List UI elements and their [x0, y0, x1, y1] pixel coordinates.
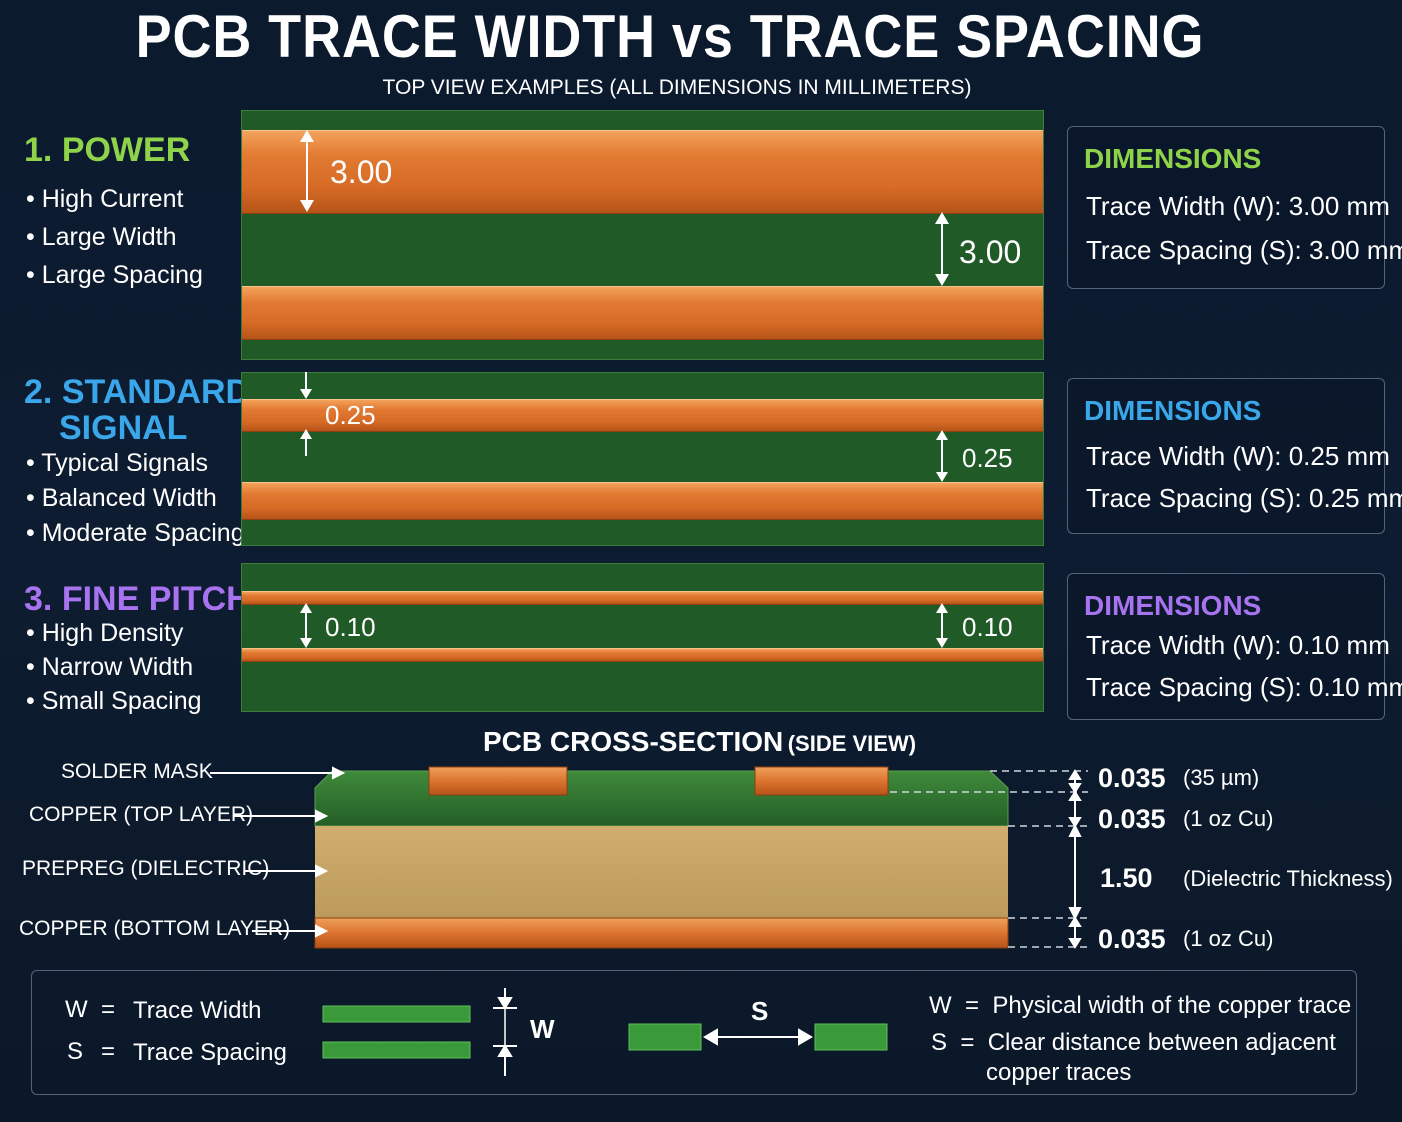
fine-trace-top	[242, 591, 1043, 605]
trace-spacing-row: Trace Spacing (S): 0.25 mm	[1086, 483, 1402, 513]
section-signal-name: STANDARD	[61, 373, 251, 411]
signal-trace-top	[242, 399, 1043, 432]
bullet-item: High Density	[26, 616, 202, 650]
label-solder-mask: SOLDER MASK	[61, 760, 213, 783]
bullet-item: Large Spacing	[26, 256, 203, 294]
legend-s-text: Trace Spacing	[133, 1039, 287, 1066]
section-signal-title: 2. STANDARD SIGNAL	[24, 374, 250, 446]
trace-spacing-row: Trace Spacing (S): 3.00 mm	[1086, 235, 1402, 265]
fine-board	[241, 563, 1044, 712]
section-power-name: POWER	[61, 131, 191, 169]
trace-width-row: Trace Width (W): 0.10 mm	[1086, 630, 1390, 660]
legend-s-def-text: Clear distance between adjacent	[987, 1029, 1336, 1056]
cross-section-title: PCB CROSS-SECTION (SIDE VIEW)	[483, 726, 916, 758]
bullet-item: Moderate Spacing	[26, 516, 245, 551]
trace-spacing-row: Trace Spacing (S): 0.10 mm	[1086, 672, 1402, 702]
legend-w-def-text: Physical width of the copper trace	[992, 992, 1352, 1019]
power-dimensions-box: DIMENSIONS Trace Width (W): 3.00 mm Trac…	[1067, 126, 1402, 289]
section-power-bullets: High Current Large Width Large Spacing	[26, 180, 203, 294]
legend-s-key: S	[67, 1038, 84, 1065]
signal-dimensions-box: DIMENSIONS Trace Width (W): 0.25 mm Trac…	[1067, 378, 1402, 534]
section-fine-title: 3. FINE PITCH	[24, 581, 251, 617]
bullet-item: High Current	[26, 180, 203, 218]
measure-copper-top-value: 0.035	[1098, 804, 1166, 834]
legend-diagram	[322, 988, 888, 1076]
signal-trace-bottom	[242, 482, 1043, 520]
fine-width-label: 0.10	[325, 612, 376, 642]
section-fine-number: 3.	[24, 580, 53, 618]
bullet-item: Typical Signals	[26, 446, 245, 481]
bullet-item: Balanced Width	[26, 481, 245, 516]
measure-solder-mask-note: (35 µm)	[1183, 765, 1260, 790]
legend-s-def-key: S	[931, 1029, 948, 1056]
fine-dimensions-box: DIMENSIONS Trace Width (W): 0.10 mm Trac…	[1067, 573, 1402, 720]
legend-s-symbol: S	[751, 996, 769, 1026]
legend-box	[31, 970, 1357, 1095]
dimensions-header: DIMENSIONS	[1084, 143, 1262, 174]
signal-spacing-arrow-icon	[936, 430, 948, 482]
cross-section-heading-suffix: (SIDE VIEW)	[787, 731, 917, 756]
power-spacing-arrow-icon	[935, 212, 949, 286]
fine-width-arrow-icon	[300, 603, 312, 648]
section-power-title: 1. POWER	[24, 132, 190, 168]
page-subtitle: TOP VIEW EXAMPLES (ALL DIMENSIONS IN MIL…	[382, 76, 972, 99]
page-title: PCB TRACE WIDTH vs TRACE SPACING	[135, 3, 1205, 70]
section-signal-number: 2.	[24, 373, 53, 411]
legend-s-def-text-2: copper traces	[986, 1059, 1132, 1086]
cross-section-heading: PCB CROSS-SECTION	[483, 726, 784, 757]
dimensions-header: DIMENSIONS	[1084, 395, 1262, 426]
section-power-number: 1.	[24, 131, 53, 169]
signal-spacing-label: 0.25	[962, 443, 1013, 473]
power-trace-top	[242, 130, 1043, 214]
measure-dielectric-value: 1.50	[1100, 863, 1153, 893]
section-fine-name: FINE PITCH	[61, 580, 251, 618]
measure-copper-bottom-value: 0.035	[1098, 924, 1166, 954]
legend-w-text: Trace Width	[133, 997, 262, 1024]
power-spacing-label: 3.00	[959, 234, 1022, 270]
legend-w-def-eq: =	[965, 992, 980, 1019]
measure-copper-bottom-note: (1 oz Cu)	[1183, 926, 1274, 951]
section-signal-name-line2: SIGNAL	[59, 409, 188, 447]
signal-width-label: 0.25	[325, 400, 376, 430]
power-width-arrow-icon	[300, 130, 314, 212]
legend-s-definition: S = Clear distance between adjacent	[931, 1029, 1336, 1057]
fine-spacing-label: 0.10	[962, 612, 1013, 642]
trace-width-row: Trace Width (W): 0.25 mm	[1086, 441, 1390, 471]
section-signal-bullets: Typical Signals Balanced Width Moderate …	[26, 446, 245, 551]
signal-width-arrow-icon	[300, 372, 312, 456]
legend-w-definition: W = Physical width of the copper trace	[929, 992, 1351, 1020]
label-prepreg: PREPREG (DIELECTRIC)	[22, 857, 270, 880]
dimensions-header: DIMENSIONS	[1084, 590, 1262, 621]
fine-trace-bottom	[242, 648, 1043, 662]
label-copper-bottom: COPPER (BOTTOM LAYER)	[19, 917, 291, 940]
measure-dielectric-note: (Dielectric Thickness)	[1183, 866, 1393, 891]
power-width-label: 3.00	[330, 154, 393, 190]
label-copper-top: COPPER (TOP LAYER)	[29, 803, 254, 826]
power-trace-bottom	[242, 286, 1043, 340]
legend-s-equals: =	[101, 1038, 116, 1065]
bullet-item: Narrow Width	[26, 650, 202, 684]
legend-w-key: W	[65, 996, 88, 1023]
cross-section-diagram	[210, 766, 1088, 949]
legend-w-def-key: W	[929, 992, 952, 1019]
measure-solder-mask-value: 0.035	[1098, 763, 1166, 793]
trace-width-row: Trace Width (W): 3.00 mm	[1086, 191, 1390, 221]
legend-w-equals: =	[101, 996, 116, 1023]
bullet-item: Large Width	[26, 218, 203, 256]
legend-s-def-eq: =	[960, 1029, 975, 1056]
legend-w-symbol: W	[530, 1014, 555, 1044]
measure-copper-top-note: (1 oz Cu)	[1183, 806, 1274, 831]
section-fine-bullets: High Density Narrow Width Small Spacing	[26, 616, 202, 718]
bullet-item: Small Spacing	[26, 684, 202, 718]
fine-spacing-arrow-icon	[936, 603, 948, 648]
